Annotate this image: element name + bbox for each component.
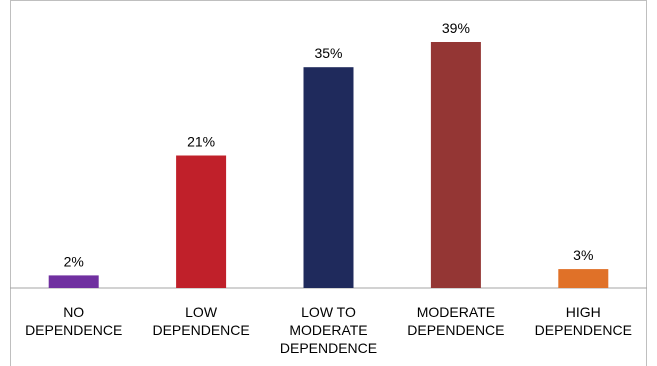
bar-4 [558, 269, 609, 288]
category-label-4: HIGH DEPENDENCE [523, 303, 643, 339]
data-label-1: 21% [187, 134, 215, 150]
bar-0 [48, 275, 99, 288]
category-label-1: LOW DEPENDENCE [141, 303, 261, 339]
category-label-line: DEPENDENCE [152, 322, 250, 338]
data-label-4: 3% [573, 247, 593, 263]
category-label-3: MODERATE DEPENDENCE [396, 303, 516, 339]
data-label-2: 35% [314, 45, 342, 61]
data-label-0: 2% [64, 253, 84, 269]
category-label-line: MODERATE [289, 322, 368, 338]
chart-frame [10, 0, 647, 366]
category-label-2: LOW TO MODERATE DEPENDENCE [269, 303, 389, 357]
category-label-line: DEPENDENCE [25, 322, 123, 338]
bar-2 [303, 67, 354, 288]
bar-1 [176, 155, 227, 288]
category-label-0: NO DEPENDENCE [14, 303, 134, 339]
category-label-line: MODERATE [416, 304, 496, 320]
category-label-line: DEPENDENCE [407, 322, 505, 338]
data-label-3: 39% [442, 20, 470, 36]
category-label-line: HIGH [565, 304, 601, 320]
category-label-line: NO [63, 304, 85, 320]
category-label-line: DEPENDENCE [534, 322, 632, 338]
category-label-line: LOW TO [301, 304, 356, 320]
category-label-line: LOW [185, 304, 218, 320]
category-label-line: DEPENDENCE [279, 340, 378, 356]
bar-3 [430, 42, 481, 288]
